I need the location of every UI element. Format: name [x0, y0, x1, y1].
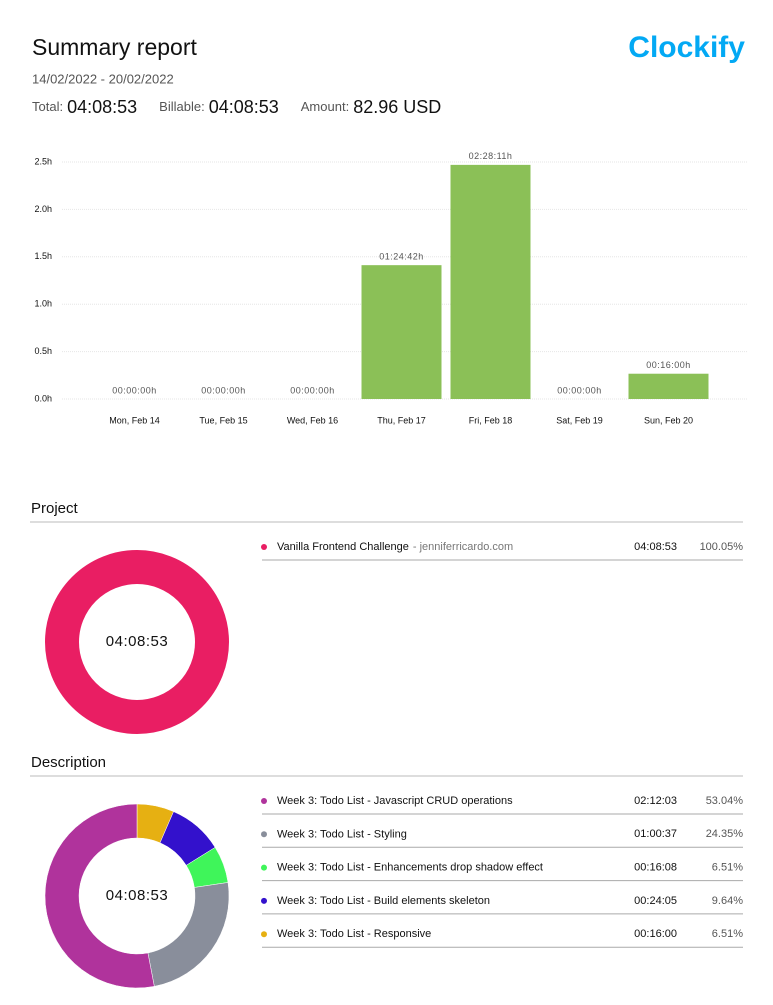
legend-client: - jenniferricardo.com — [413, 541, 513, 553]
legend-name: Week 3: Todo List - Enhancements drop sh… — [277, 862, 543, 874]
y-tick-label: 2.5h — [34, 156, 52, 166]
legend-name: Vanilla Frontend Challenge — [277, 541, 409, 553]
donut-center-label: 04:08:53 — [106, 887, 168, 904]
donut-slice — [45, 550, 229, 734]
y-tick-label: 0.5h — [34, 346, 52, 356]
bar-label: 00:16:00h — [646, 360, 691, 370]
summary-value: 04:08:53 — [67, 97, 137, 117]
legend-dot — [261, 544, 267, 550]
legend-duration: 01:00:37 — [634, 828, 677, 840]
legend-percent: 24.35% — [706, 828, 744, 840]
legend-percent: 100.05% — [700, 541, 744, 553]
legend-name: Week 3: Todo List - Build elements skele… — [277, 895, 490, 907]
donut-center-label: 04:08:53 — [106, 633, 168, 650]
x-tick-label: Wed, Feb 16 — [287, 415, 338, 425]
y-tick-label: 1.0h — [34, 299, 52, 309]
legend-percent: 53.04% — [706, 795, 744, 807]
x-tick-label: Sun, Feb 20 — [644, 415, 693, 425]
bar-label: 01:24:42h — [379, 252, 424, 262]
summary-value: 04:08:53 — [209, 97, 279, 117]
legend-name: Week 3: Todo List - Styling — [277, 828, 407, 840]
bar-label: 00:00:00h — [290, 385, 335, 395]
section-title: Description — [31, 754, 106, 771]
legend-name: Week 3: Todo List - Build elements skele… — [277, 895, 490, 907]
x-tick-label: Sat, Feb 19 — [556, 415, 603, 425]
bar — [361, 265, 442, 399]
summary-label: Amount: — [301, 99, 349, 114]
logo: Clockify — [628, 31, 745, 64]
y-tick-label: 1.5h — [34, 251, 52, 261]
legend-dot — [261, 798, 267, 804]
legend-dot — [261, 897, 267, 904]
legend-name: Week 3: Todo List - Responsive — [277, 928, 431, 940]
y-tick-label: 2.0h — [34, 204, 52, 214]
legend-duration: 04:08:53 — [634, 541, 677, 553]
summary-value: 82.96 USD — [353, 97, 441, 117]
legend-name: Week 3: Todo List - Javascript CRUD oper… — [277, 795, 513, 807]
legend-name: Week 3: Todo List - Responsive — [277, 928, 431, 940]
bar-label: 02:28:11h — [469, 151, 513, 161]
date-range: 14/02/2022 - 20/02/2022 — [32, 71, 174, 86]
bar — [450, 164, 531, 399]
x-tick-label: Fri, Feb 18 — [469, 415, 513, 425]
bar-label: 00:00:00h — [557, 385, 602, 395]
x-tick-label: Thu, Feb 17 — [377, 415, 426, 425]
legend-duration: 02:12:03 — [634, 795, 677, 807]
legend-duration: 00:24:05 — [634, 895, 677, 907]
x-tick-label: Tue, Feb 15 — [199, 415, 247, 425]
legend-name: Week 3: Todo List - Enhancements drop sh… — [277, 862, 543, 874]
legend-percent: 9.64% — [712, 895, 743, 907]
summary-label: Total: — [32, 99, 63, 114]
bar — [628, 373, 709, 399]
bar-label: 00:00:00h — [112, 385, 157, 395]
summary: Total: 04:08:53 Billable: 04:08:53 Amount: 82… — [32, 97, 441, 117]
legend-name: Vanilla Frontend Challenge - jenniferrica… — [277, 541, 513, 553]
legend-duration: 00:16:08 — [634, 862, 677, 874]
report-title: Summary report — [32, 34, 197, 60]
section-title: Project — [31, 500, 79, 517]
y-tick-label: 0.0h — [34, 393, 52, 403]
legend-duration: 00:16:00 — [634, 928, 677, 940]
bar-label: 00:00:00h — [201, 385, 246, 395]
legend-dot — [261, 931, 267, 938]
legend-name: Week 3: Todo List - Styling — [277, 828, 407, 840]
summary-label: Billable: — [159, 99, 205, 114]
legend-dot — [261, 831, 267, 838]
x-tick-label: Mon, Feb 14 — [109, 415, 160, 425]
legend-name: Week 3: Todo List - Javascript CRUD oper… — [277, 795, 513, 807]
legend-dot — [261, 864, 267, 871]
legend-percent: 6.51% — [712, 928, 743, 940]
legend-percent: 6.51% — [712, 862, 743, 874]
